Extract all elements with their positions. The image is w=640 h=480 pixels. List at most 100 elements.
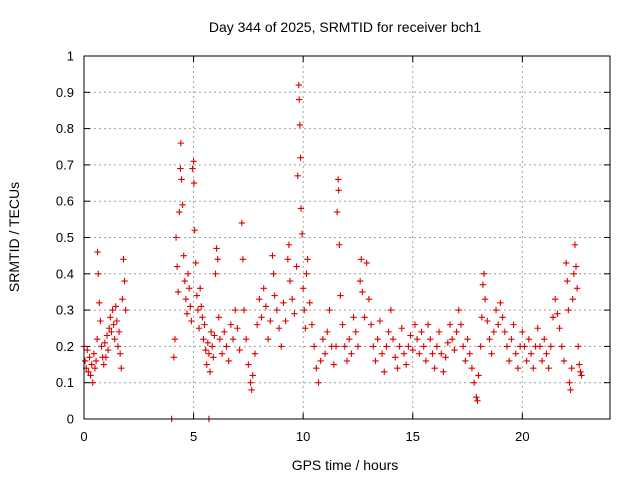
data-point [335,187,342,194]
data-point [335,176,342,183]
data-point [549,314,557,321]
data-point [227,321,235,328]
data-point [389,335,397,343]
data-point [525,335,533,343]
data-point [492,306,500,314]
data-point [109,306,116,314]
data-point [359,288,366,296]
data-point [519,328,526,336]
data-point [565,306,572,314]
data-point [289,296,296,303]
data-point [253,321,261,328]
data-point [93,335,101,343]
data-point [81,357,89,365]
data-point [186,285,193,292]
data-point [536,343,544,350]
data-point [541,335,548,343]
data-point [505,357,513,365]
data-point [102,354,110,361]
data-point [209,343,216,350]
data-point [464,335,471,343]
data-point [190,179,198,187]
y-tick-label: 1 [67,49,74,64]
data-point [317,357,324,365]
data-point [501,328,508,336]
data-point [270,270,277,277]
data-point [299,285,307,292]
data-point [343,357,351,365]
data-point [449,335,456,343]
data-point [564,277,571,285]
data-point [110,321,117,328]
data-point [198,303,205,310]
x-axis-label: GPS time / hours [292,457,399,473]
data-point [396,343,403,350]
data-points [80,81,585,423]
y-tick-label: 0.6 [56,194,74,209]
y-tick-label: 0.4 [56,266,74,281]
data-point [358,256,365,263]
data-point [576,361,583,368]
data-point [431,364,438,372]
data-point [216,335,224,343]
data-point [424,321,432,328]
data-point [202,346,209,354]
data-point [422,357,430,365]
data-point [280,299,287,307]
data-point [444,339,452,346]
data-point [195,325,203,332]
data-point [523,357,530,365]
data-point [508,335,515,343]
data-point [273,306,281,314]
data-point [354,343,362,350]
data-point [488,350,495,357]
data-point [176,208,183,216]
data-point [213,245,220,252]
data-point [177,165,184,172]
data-point [225,357,232,365]
data-point [120,256,127,263]
data-point [560,357,568,365]
data-point [221,328,228,336]
data-point [556,325,563,332]
data-point [249,372,256,379]
data-point [409,346,416,354]
data-point [104,346,112,354]
data-point [286,277,294,285]
data-point [182,296,190,303]
data-point [392,354,399,361]
data-point [98,343,105,350]
data-point [405,343,412,350]
y-tick-label: 0.8 [56,121,74,136]
data-point [92,357,100,365]
data-point [85,368,92,376]
data-point [333,208,341,216]
data-point [562,259,570,267]
data-point [223,343,230,350]
data-point [394,364,401,372]
data-point [178,176,185,183]
data-point [212,270,219,277]
y-tick-label: 0 [67,412,74,427]
plot-area-frame [83,55,611,420]
data-point [234,325,241,332]
data-point [326,306,333,314]
data-point [372,357,379,365]
data-point [416,350,423,357]
data-point [200,335,207,343]
y-tick-label: 0.5 [56,230,74,245]
data-point [194,306,202,314]
data-point [218,350,226,357]
data-point [121,277,128,285]
data-point [319,335,327,343]
data-point [296,121,304,129]
data-point [381,368,388,376]
data-point [84,346,91,354]
data-point [116,350,124,357]
data-point [570,270,578,277]
data-point [170,354,178,361]
data-point [114,343,122,350]
y-tick-label: 0.7 [56,157,74,172]
data-point [260,285,267,292]
data-point [543,350,550,357]
